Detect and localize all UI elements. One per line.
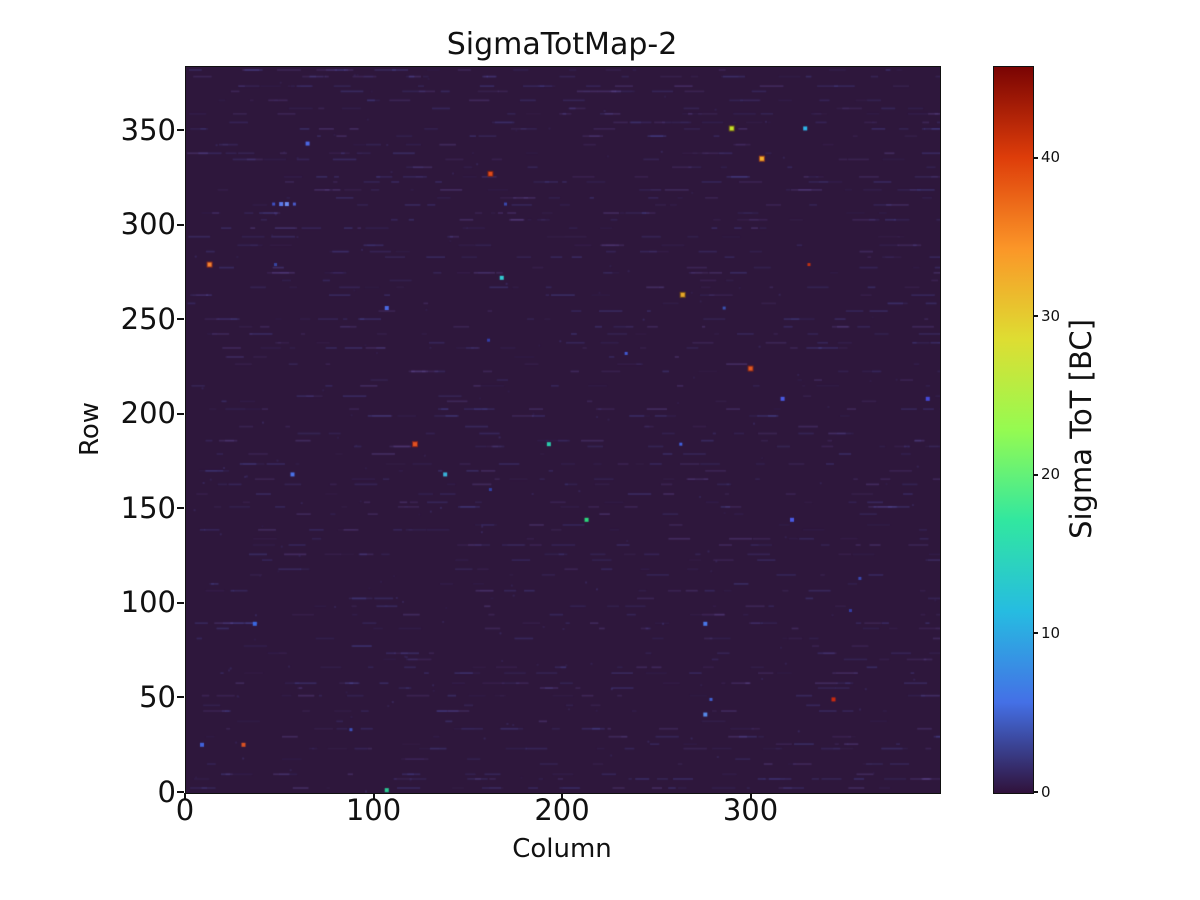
colorbar-gradient xyxy=(994,67,1033,793)
x-tick-mark xyxy=(184,793,186,800)
x-tick-mark xyxy=(561,793,563,800)
colorbar-label: Sigma ToT [BC] xyxy=(1064,319,1098,539)
y-tick-label: 300 xyxy=(120,207,176,242)
y-tick-label: 200 xyxy=(120,396,176,431)
y-tick-mark xyxy=(177,791,184,793)
x-tick-label: 100 xyxy=(345,793,402,827)
colorbar xyxy=(993,66,1034,794)
colorbar-tick-label: 0 xyxy=(1041,782,1051,801)
y-tick-mark xyxy=(177,318,184,321)
heatmap-plot-area xyxy=(185,66,941,794)
colorbar-tick-label: 30 xyxy=(1041,306,1061,325)
y-tick-label: 0 xyxy=(157,774,176,809)
y-tick-label: 50 xyxy=(139,679,176,714)
heatmap-canvas xyxy=(186,67,940,793)
colorbar-tick-mark xyxy=(1033,791,1038,793)
y-tick-mark xyxy=(177,129,184,132)
colorbar-tick-label: 40 xyxy=(1041,148,1061,167)
y-tick-mark xyxy=(177,412,184,415)
y-tick-label: 150 xyxy=(120,490,176,525)
x-tick-label: 300 xyxy=(722,793,779,827)
y-tick-label: 350 xyxy=(120,112,176,147)
colorbar-tick-mark xyxy=(1033,473,1038,476)
x-tick-mark xyxy=(749,793,752,800)
y-tick-mark xyxy=(177,696,184,699)
y-tick-label: 100 xyxy=(120,585,176,620)
colorbar-tick-mark xyxy=(1033,315,1038,318)
x-axis-label: Column xyxy=(512,834,612,864)
colorbar-tick-label: 10 xyxy=(1041,623,1061,642)
colorbar-tick-mark xyxy=(1033,156,1038,159)
x-tick-mark xyxy=(372,793,375,800)
y-tick-mark xyxy=(177,507,184,510)
y-tick-label: 250 xyxy=(120,301,176,336)
y-axis-label: Row xyxy=(75,401,105,457)
plot-title: SigmaTotMap-2 xyxy=(446,27,678,62)
x-tick-label: 0 xyxy=(175,793,195,827)
y-tick-mark xyxy=(177,223,184,226)
y-tick-mark xyxy=(177,601,184,604)
x-tick-label: 200 xyxy=(534,793,590,827)
colorbar-tick-mark xyxy=(1033,632,1038,635)
colorbar-tick-label: 20 xyxy=(1041,465,1061,484)
